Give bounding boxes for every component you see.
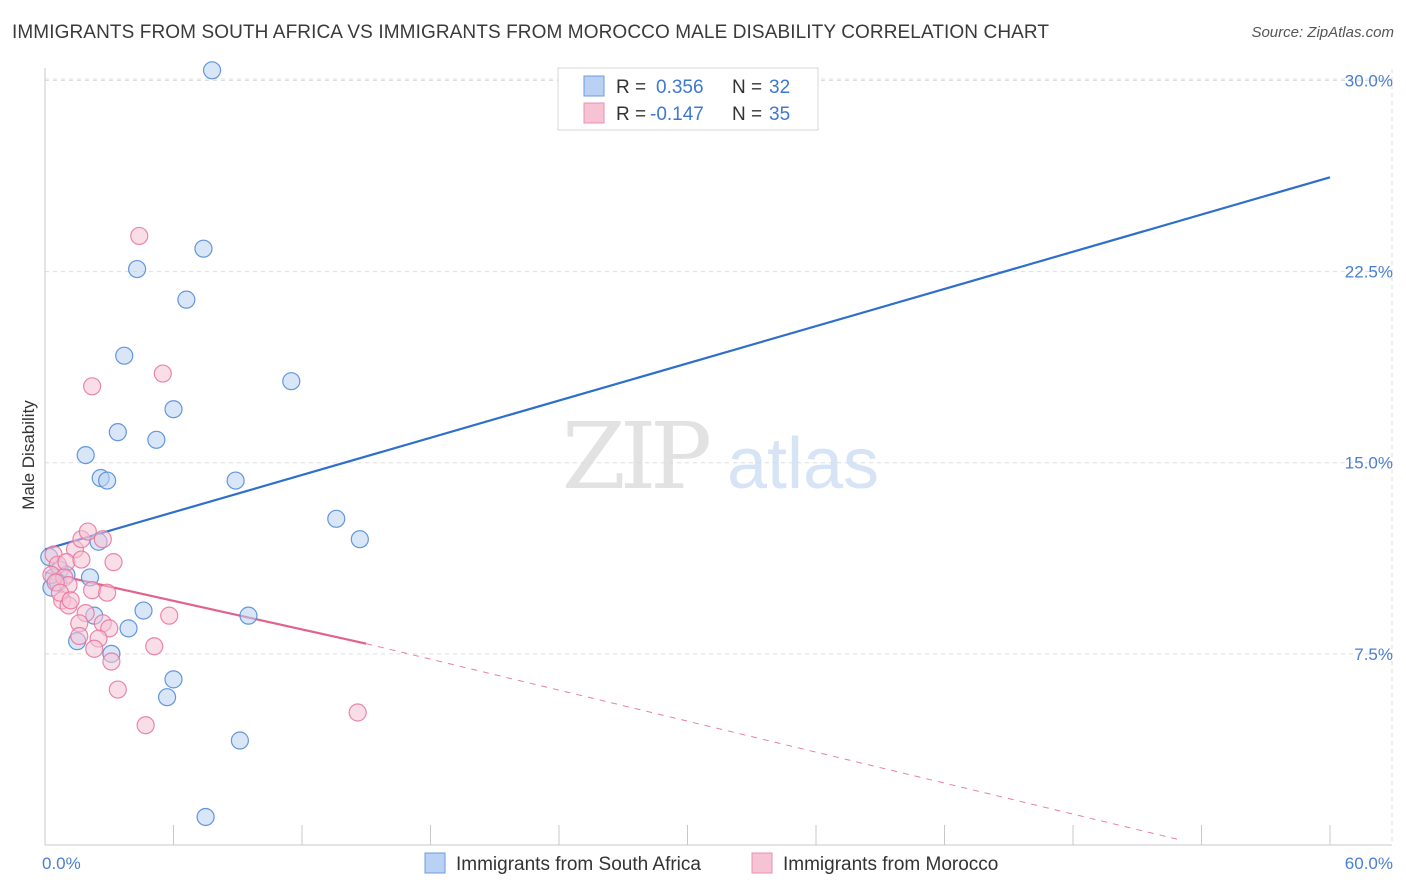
legend-swatch-morocco (583, 102, 605, 124)
x-tick-label-min: 0.0% (42, 854, 81, 873)
point-morocco (93, 530, 112, 549)
watermark: ZIP atlas (562, 403, 879, 510)
point-south-africa (76, 445, 95, 465)
trend-line-south-africa (44, 176, 1331, 551)
point-south-africa (282, 372, 301, 391)
point-south-africa (134, 601, 153, 620)
point-south-africa (164, 400, 183, 419)
legend-r-value-1: 0.356 (656, 77, 704, 98)
bottom-legend: Immigrants from South Africa Immigrants … (424, 852, 998, 875)
point-morocco (145, 637, 164, 656)
point-morocco (98, 583, 117, 602)
watermark-atlas: atlas (727, 424, 879, 504)
point-morocco (130, 226, 149, 246)
point-morocco (61, 591, 80, 610)
x-tick-label-max: 60.0% (1345, 854, 1393, 873)
point-morocco (160, 606, 179, 625)
point-south-africa (115, 346, 134, 365)
y-tick-label: 15.0% (1345, 454, 1393, 473)
legend-n-value-1: 32 (769, 77, 790, 98)
point-south-africa (194, 239, 213, 258)
bottom-legend-label-south-africa: Immigrants from South Africa (456, 854, 701, 875)
point-morocco (78, 522, 97, 541)
point-morocco (85, 639, 104, 658)
point-morocco (57, 553, 76, 572)
bottom-legend-swatch-south-africa (424, 852, 446, 874)
point-south-africa (327, 509, 346, 528)
point-south-africa (98, 471, 117, 490)
axis-layer: 7.5% 15.0% 22.5% 30.0% (44, 68, 1393, 846)
point-morocco (104, 553, 123, 572)
point-south-africa (127, 259, 147, 279)
point-south-africa (202, 61, 222, 80)
point-south-africa (108, 423, 127, 442)
point-morocco (348, 703, 367, 722)
legend-box: R = 0.356 N = 32 R = -0.147 N = 35 (557, 67, 819, 131)
legend-r-value-2: -0.147 (650, 104, 704, 125)
point-morocco (136, 716, 155, 735)
legend-r-label-2: R = (616, 104, 646, 125)
point-morocco (83, 581, 102, 600)
point-morocco (108, 680, 127, 699)
point-morocco (102, 652, 121, 671)
point-south-africa (196, 807, 215, 827)
points-layer (40, 61, 369, 827)
point-morocco (153, 364, 172, 383)
y-tick-label: 22.5% (1345, 263, 1393, 282)
grid-layer (45, 69, 1393, 845)
point-south-africa (157, 688, 177, 707)
y-axis-label: Male Disability (19, 400, 38, 510)
point-south-africa (239, 606, 258, 625)
point-south-africa (119, 619, 138, 638)
point-morocco (83, 377, 102, 396)
point-south-africa (230, 731, 249, 750)
y-tick-label: 30.0% (1345, 71, 1393, 90)
point-south-africa (226, 471, 245, 490)
legend-r-label-1: R = (616, 77, 646, 98)
point-south-africa (177, 290, 196, 309)
legend-n-label-1: N = (732, 77, 762, 98)
legend-n-label-2: N = (732, 104, 762, 125)
point-south-africa (147, 430, 166, 449)
bottom-legend-label-morocco: Immigrants from Morocco (783, 854, 998, 875)
chart-title: IMMIGRANTS FROM SOUTH AFRICA VS IMMIGRAN… (12, 22, 1050, 43)
legend-swatch-south-africa (583, 75, 605, 97)
trend-line-morocco-extrapolated (366, 643, 1181, 841)
legend-n-value-2: 35 (769, 104, 790, 125)
source-credit: Source: ZipAtlas.com (1251, 24, 1394, 41)
point-south-africa (350, 530, 369, 549)
bottom-legend-swatch-morocco (751, 852, 773, 874)
watermark-zip: ZIP (562, 403, 709, 510)
point-morocco (70, 626, 89, 646)
point-south-africa (164, 670, 183, 689)
point-morocco (72, 550, 91, 569)
y-tick-label: 7.5% (1354, 645, 1393, 664)
